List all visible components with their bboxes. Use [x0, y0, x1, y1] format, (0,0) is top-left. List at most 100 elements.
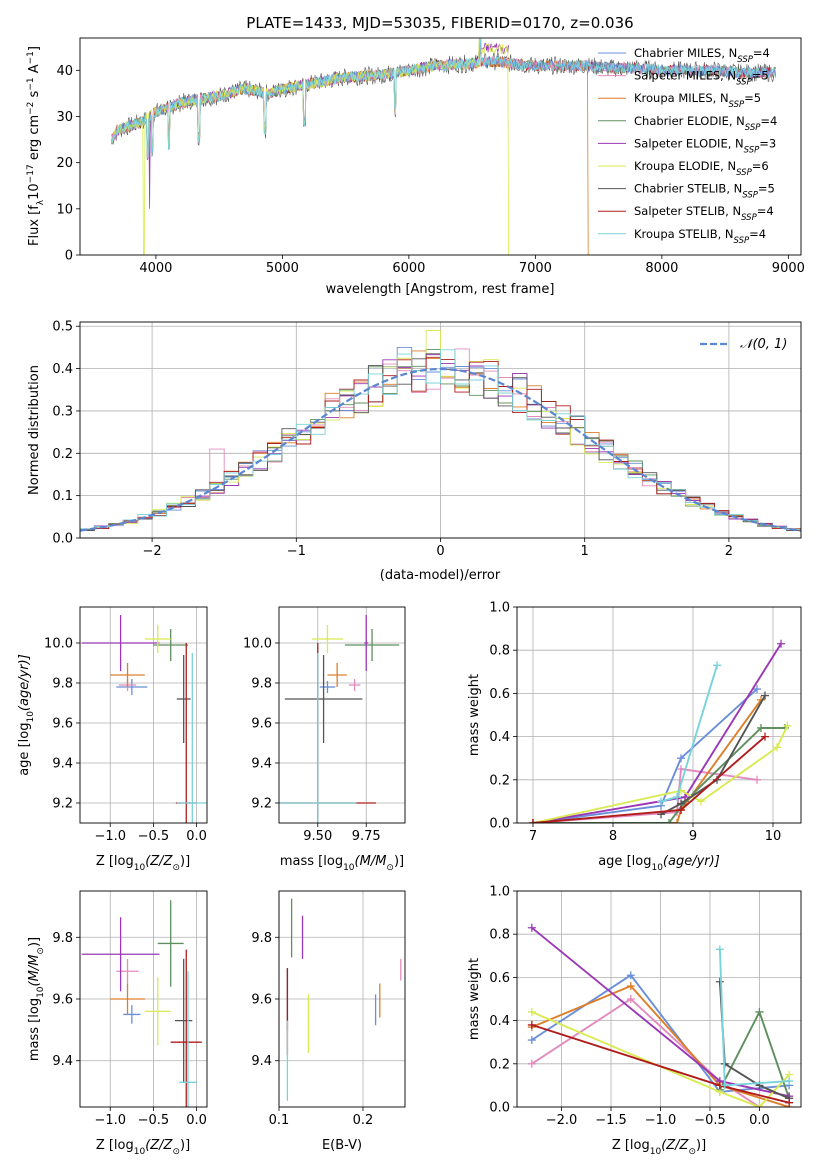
- legend-label-part: SSP: [736, 168, 752, 178]
- y-tick-label: 9.4: [251, 1054, 272, 1069]
- y-tick-label: 0.2: [52, 447, 73, 462]
- weight-marker: [681, 793, 689, 802]
- legend-label-part: =4: [757, 204, 774, 218]
- y-tick-label: 0.8: [489, 644, 510, 659]
- weight-vs-age-panel-plot-area: [529, 639, 792, 823]
- legend-label-part: Kroupa ELODIE, N: [634, 159, 736, 173]
- x-tick-label: 5000: [266, 261, 299, 276]
- y-axis-label-part: ⊙: [36, 947, 46, 955]
- x-axis-label-part: Z [log: [612, 1138, 650, 1153]
- residual-panel-frame: [79, 321, 802, 539]
- legend-label-part: SSP: [742, 191, 758, 201]
- legend-label-part: Salpeter ELODIE, N: [634, 136, 744, 150]
- x-axis-label: Z [log10(Z/Z⊙)]: [96, 854, 190, 873]
- weight-marker: [720, 1081, 729, 1090]
- age-vs-Z-panel: −1.0 −0.5 0.09.29.49.69.810.0Z [log10(Z/Z⊙…: [17, 606, 208, 873]
- y-tick-label: 10.0: [243, 637, 272, 652]
- weight-marker: [761, 732, 769, 741]
- weight-vs-Z-panel-frame: [516, 890, 802, 1108]
- y-tick-label: 9.4: [52, 1054, 73, 1069]
- legend-label-part: Kroupa STELIB, N: [634, 227, 734, 241]
- spectrum-series: [111, 38, 509, 209]
- y-axis-label-part: ]: [27, 46, 42, 51]
- x-tick-label: 7: [529, 829, 537, 844]
- x-axis-label-part: (age/yr)]: [663, 854, 720, 869]
- weight-marker: [527, 1007, 536, 1016]
- legend-label-part: SSP: [734, 236, 750, 246]
- x-tick-label: 1: [581, 544, 589, 559]
- weight-marker: [713, 661, 721, 670]
- y-tick-label: 30: [56, 110, 73, 125]
- y-tick-label: 9.6: [52, 993, 73, 1008]
- legend-label-part: =4: [753, 46, 770, 60]
- weight-series: [531, 1011, 790, 1107]
- x-tick-label: 9: [689, 829, 697, 844]
- y-tick-label: 0.6: [489, 971, 510, 986]
- weight-marker: [761, 691, 769, 700]
- x-axis-label-part: (Z/Z: [145, 1138, 173, 1153]
- y-axis-label-part: −1: [26, 77, 36, 90]
- x-tick-label: −2: [143, 544, 162, 559]
- weight-marker: [677, 765, 685, 773]
- y-axis-label-part: A: [27, 64, 42, 77]
- x-tick-label: 0.0: [186, 1113, 207, 1128]
- weight-marker: [657, 797, 665, 806]
- weight-marker: [527, 1059, 536, 1068]
- weight-marker: [777, 639, 785, 648]
- x-axis-label-part: 10: [134, 1147, 146, 1157]
- histogram-series: [80, 349, 801, 538]
- legend-label-part: Chabrier MILES, N: [634, 46, 737, 60]
- y-tick-label: 0.1: [52, 489, 73, 504]
- x-tick-label: −0.5: [694, 1113, 726, 1128]
- x-axis-label-part: )]: [180, 1138, 190, 1153]
- spectrum-series: [111, 39, 589, 255]
- y-axis-label: Normed distribution: [27, 365, 42, 495]
- x-tick-label: −1.0: [94, 829, 126, 844]
- y-tick-label: 9.8: [251, 931, 272, 946]
- legend-label-part: SSP: [736, 78, 752, 88]
- y-tick-label: 9.8: [251, 677, 272, 692]
- weight-marker: [785, 1077, 794, 1086]
- x-axis-label: age [log10(age/yr)]: [598, 854, 720, 873]
- x-tick-label: 9.75: [352, 829, 381, 844]
- x-tick-label: 6000: [392, 261, 425, 276]
- x-tick-label: −0.5: [138, 1113, 170, 1128]
- x-tick-label: 0: [436, 544, 444, 559]
- mass-vs-ebv-panel-frame: [278, 890, 406, 1108]
- y-axis-label-part: (M/M: [27, 955, 42, 987]
- y-tick-label: 40: [56, 64, 73, 79]
- x-axis-label-part: ⊙: [386, 863, 394, 873]
- spectrum-panel-plot-area: [111, 38, 777, 255]
- y-axis-label-part: (age/yr)]: [17, 654, 32, 711]
- y-tick-label: 9.2: [52, 797, 73, 812]
- x-tick-label: 9000: [772, 261, 805, 276]
- legend-label-part: =4: [749, 227, 766, 241]
- residual-panel-plot-area: [80, 330, 801, 538]
- mass-vs-Z-panel-plot-area: [81, 900, 202, 1107]
- age-vs-mass-panel-frame: [278, 606, 406, 824]
- weight-marker: [527, 1036, 536, 1045]
- weight-marker: [757, 723, 765, 732]
- y-axis-label: mass [log10(M/M⊙)]: [27, 937, 46, 1061]
- x-axis-label: Z [log10(Z/Z⊙)]: [612, 1138, 706, 1157]
- x-axis-label-part: )]: [180, 854, 190, 869]
- legend-label: Salpeter STELIB, NSSP=4: [634, 204, 774, 223]
- weight-marker: [677, 806, 685, 815]
- legend-label-part: =3: [759, 136, 776, 150]
- x-axis-label-part: (Z/Z: [145, 854, 173, 869]
- legend-label-part: Chabrier ELODIE, N: [634, 114, 745, 128]
- weight-marker: [753, 685, 761, 694]
- x-axis-label-part: 10: [650, 1147, 662, 1157]
- weight-marker: [626, 971, 635, 980]
- legend-label: Salpeter ELODIE, NSSP=3: [634, 136, 776, 155]
- mass-vs-Z-panel: −1.0 −0.5 0.09.49.69.8Z [log10(Z/Z⊙)]mass …: [27, 890, 208, 1157]
- weight-marker: [715, 945, 724, 954]
- y-tick-label: 0.4: [52, 362, 73, 377]
- normal-curve: [80, 367, 801, 532]
- legend-label: Chabrier MILES, NSSP=4: [634, 46, 770, 65]
- legend-label-normal: 𝒩(0, 1): [740, 337, 787, 352]
- y-tick-label: 9.6: [52, 717, 73, 732]
